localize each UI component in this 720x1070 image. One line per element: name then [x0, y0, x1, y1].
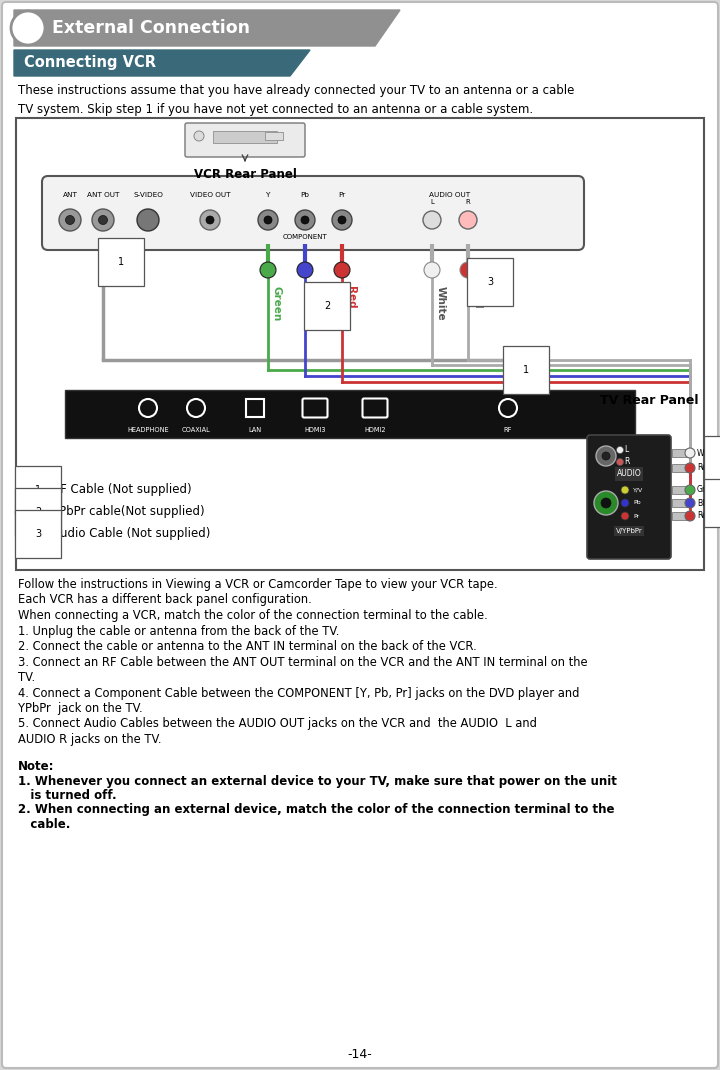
Text: is turned off.: is turned off.	[18, 789, 117, 802]
FancyBboxPatch shape	[587, 435, 671, 559]
Bar	[503, 362, 513, 370]
Text: 2: 2	[324, 301, 330, 311]
Text: Note:: Note:	[18, 761, 55, 774]
Text: Y/V: Y/V	[633, 488, 643, 492]
Text: Connecting VCR: Connecting VCR	[24, 56, 156, 71]
Text: Each VCR has a different back panel configuration.: Each VCR has a different back panel conf…	[18, 594, 312, 607]
Text: Pb: Pb	[300, 192, 310, 198]
Text: Follow the instructions in Viewing a VCR or Camcorder Tape to view your VCR tape: Follow the instructions in Viewing a VCR…	[18, 578, 498, 591]
Text: L: L	[624, 445, 629, 455]
Circle shape	[685, 511, 695, 521]
Circle shape	[616, 459, 624, 465]
Circle shape	[424, 262, 440, 278]
Text: Blue: Blue	[309, 286, 319, 312]
Circle shape	[594, 491, 618, 515]
Text: Red: Red	[697, 511, 711, 520]
Circle shape	[685, 485, 695, 495]
Bar	[98, 258, 108, 266]
Bar	[65, 389, 635, 438]
Text: White: White	[436, 286, 446, 321]
Text: COMPONENT: COMPONENT	[283, 234, 328, 240]
Circle shape	[334, 262, 350, 278]
Text: COAXIAL: COAXIAL	[181, 427, 210, 433]
Bar	[672, 464, 690, 472]
Bar	[672, 499, 690, 507]
Text: 3: 3	[487, 277, 493, 287]
Text: AUDIO OUT: AUDIO OUT	[429, 192, 471, 198]
Text: 1: 1	[523, 365, 529, 374]
Circle shape	[264, 216, 272, 224]
Text: 2. Connect the cable or antenna to the ANT IN terminal on the back of the VCR.: 2. Connect the cable or antenna to the A…	[18, 640, 477, 653]
Text: HDMI3: HDMI3	[305, 427, 325, 433]
Circle shape	[621, 486, 629, 494]
Text: When connecting a VCR, match the color of the connection terminal to the cable.: When connecting a VCR, match the color o…	[18, 609, 487, 622]
FancyBboxPatch shape	[185, 123, 305, 157]
Circle shape	[601, 498, 611, 508]
Text: VIDEO OUT: VIDEO OUT	[190, 192, 230, 198]
Circle shape	[206, 216, 214, 224]
Text: Y: Y	[266, 192, 270, 198]
Bar	[672, 486, 690, 494]
Bar	[672, 513, 690, 520]
Text: HEADPHONE: HEADPHONE	[127, 427, 168, 433]
Circle shape	[301, 216, 309, 224]
Circle shape	[685, 498, 695, 508]
Circle shape	[66, 215, 74, 225]
Text: Pb: Pb	[633, 501, 641, 505]
Text: AUDIO: AUDIO	[616, 470, 642, 478]
Text: YPbPr cable(Not supplied): YPbPr cable(Not supplied)	[52, 505, 204, 519]
Circle shape	[137, 209, 159, 231]
Circle shape	[616, 446, 624, 454]
Bar	[503, 372, 513, 380]
Circle shape	[260, 262, 276, 278]
Text: 1: 1	[118, 257, 124, 268]
FancyBboxPatch shape	[42, 175, 584, 250]
Text: -14-: -14-	[348, 1049, 372, 1061]
Circle shape	[423, 211, 441, 229]
Text: L: L	[430, 199, 434, 205]
Text: R: R	[466, 199, 470, 205]
Text: HDMI2: HDMI2	[364, 427, 386, 433]
Text: Pr: Pr	[633, 514, 639, 519]
Text: Pr: Pr	[338, 192, 346, 198]
Text: Red: Red	[697, 463, 711, 473]
Circle shape	[685, 463, 695, 473]
Text: Green: Green	[272, 286, 282, 321]
Bar	[246, 399, 264, 417]
Circle shape	[200, 210, 220, 230]
Text: External Connection: External Connection	[52, 19, 250, 37]
Circle shape	[11, 11, 45, 45]
Text: RF Cable (Not supplied): RF Cable (Not supplied)	[52, 484, 192, 496]
Text: 3. Connect an RF Cable between the ANT OUT terminal on the VCR and the ANT IN te: 3. Connect an RF Cable between the ANT O…	[18, 656, 588, 669]
Circle shape	[332, 210, 352, 230]
Text: ANT OUT: ANT OUT	[87, 192, 120, 198]
Text: ANT: ANT	[63, 192, 78, 198]
Circle shape	[621, 513, 629, 520]
Circle shape	[295, 210, 315, 230]
Circle shape	[99, 215, 107, 225]
Circle shape	[685, 448, 695, 458]
Text: These instructions assume that you have already connected your TV to an antenna : These instructions assume that you have …	[18, 85, 575, 116]
Text: White: White	[697, 448, 719, 458]
Text: VCR Rear Panel: VCR Rear Panel	[194, 168, 297, 181]
Text: YPbPr  jack on the TV.: YPbPr jack on the TV.	[18, 702, 143, 715]
Text: S-VIDEO: S-VIDEO	[133, 192, 163, 198]
Circle shape	[459, 211, 477, 229]
Text: 5. Connect Audio Cables between the AUDIO OUT jacks on the VCR and  the AUDIO  L: 5. Connect Audio Cables between the AUDI…	[18, 718, 537, 731]
Bar	[213, 131, 277, 143]
Text: cable.: cable.	[18, 817, 71, 831]
Text: 1. Unplug the cable or antenna from the back of the TV.: 1. Unplug the cable or antenna from the …	[18, 625, 339, 638]
Circle shape	[297, 262, 313, 278]
Text: Red: Red	[346, 286, 356, 308]
Circle shape	[596, 446, 616, 467]
Text: TV.: TV.	[18, 671, 35, 684]
Circle shape	[59, 209, 81, 231]
Text: Audio Cable (Not supplied): Audio Cable (Not supplied)	[52, 528, 210, 540]
Text: RF: RF	[504, 427, 512, 433]
Text: 2. When connecting an external device, match the color of the connection termina: 2. When connecting an external device, m…	[18, 804, 614, 816]
Text: 3: 3	[35, 529, 41, 539]
Circle shape	[194, 131, 204, 141]
Bar	[265, 132, 283, 140]
Bar	[16, 118, 704, 570]
